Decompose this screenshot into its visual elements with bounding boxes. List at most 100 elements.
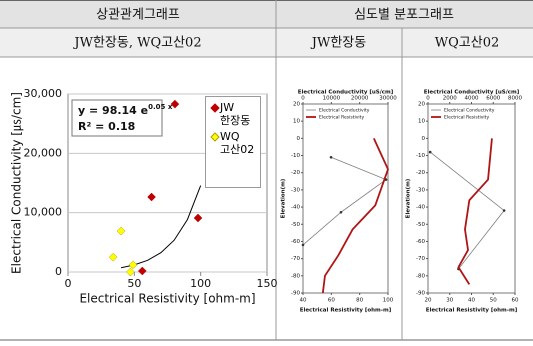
y-tick-label: -60 [291, 239, 300, 245]
y-tick-label: -70 [416, 256, 425, 262]
bottom-axis-label: Electrical Resistivity [ohm-m] [426, 308, 518, 314]
legend-marker [210, 103, 220, 113]
top-axis-label: Electrical Conductivity [uS/cm] [424, 90, 520, 96]
point [116, 226, 126, 236]
y-tick-label: -70 [291, 256, 300, 262]
legend-marker [210, 132, 220, 142]
x2-tick-label: 20000 [351, 96, 369, 102]
legend-item: JW 한장동 [210, 101, 258, 127]
x2-tick-label: 4000 [465, 96, 479, 102]
y-axis-label: Elevation(m) [406, 178, 412, 218]
top-axis-label: Electrical Conductivity [uS/cm] [298, 90, 394, 96]
point [147, 192, 156, 202]
header: 상관관계그래프 [96, 8, 180, 23]
x2-tick-label: 10000 [323, 96, 341, 102]
bottom-axis-label: Electrical Resistivity [ohm-m] [300, 308, 392, 314]
x2-tick-label: 2000 [443, 96, 457, 102]
x-tick-label: 60 [328, 298, 335, 304]
y-tick-label: 0 [55, 265, 62, 278]
legend-label: Electrical Conductivity [319, 108, 370, 114]
equation-box [71, 99, 163, 137]
legend-label: Electrical Resistivity [444, 115, 489, 121]
x-axis-label: Electrical Resistivity [ohm-m] [79, 292, 255, 306]
x-tick-label: 40 [468, 298, 475, 304]
x-tick-label: 20 [425, 298, 432, 304]
equation-exponent: 0.05 x [148, 103, 173, 111]
y-tick-label: -30 [416, 187, 425, 193]
x2-tick-label: 8000 [508, 96, 522, 102]
y-tick-label: -10 [416, 153, 425, 159]
x2-tick-label: 0 [301, 96, 305, 102]
legend-label: Electrical Resistivity [319, 115, 364, 121]
x-tick-label: 80 [356, 298, 363, 304]
point [108, 252, 118, 262]
point [301, 243, 305, 247]
x2-tick-label: 6000 [486, 96, 500, 102]
y-tick-label: -50 [291, 222, 300, 228]
point [502, 209, 506, 212]
point [193, 213, 203, 223]
y-tick-label: 10 [293, 119, 300, 125]
y-tick-label: -30 [291, 187, 300, 193]
y-tick-label: 0 [422, 136, 426, 142]
x-tick-label: 150 [257, 277, 278, 290]
legend-item: WQ 고산02 [210, 130, 258, 156]
y-tick-label: 20 [418, 102, 425, 108]
y-tick-label: -40 [291, 205, 300, 211]
y-tick-label: 10 [418, 119, 425, 125]
y-axis-label: Elevation(m) [281, 178, 287, 218]
point [137, 266, 147, 276]
profile-line [302, 156, 387, 246]
x-tick-label: 60 [512, 298, 519, 304]
y-tick-label: 20 [293, 102, 300, 108]
y-tick-label: 0 [297, 136, 301, 142]
profile-line [321, 137, 389, 294]
y-tick-label: -10 [291, 153, 300, 159]
legend-marker-shape [210, 103, 220, 113]
r-squared: R² = 0.18 [78, 120, 135, 133]
x-tick-label: 50 [490, 298, 497, 304]
y-tick-label: -50 [416, 222, 425, 228]
equation-base: y = 98.14 e [78, 104, 148, 117]
legend-marker-shape [210, 132, 220, 142]
point [428, 150, 432, 154]
y-tick-label: -60 [416, 239, 425, 245]
subheader-bg [0, 28, 533, 57]
point [125, 267, 135, 277]
legend-label: Electrical Conductivity [444, 108, 495, 114]
x-tick-label: 100 [190, 277, 211, 290]
point [339, 210, 343, 214]
y-axis-label: Electrical Conductivity [㎲/cm] [10, 92, 24, 274]
subheader: WQ고산02 [435, 36, 499, 51]
y-tick-label: -20 [416, 170, 425, 176]
y-tick-label: -90 [416, 291, 425, 297]
point [329, 155, 333, 159]
y-tick-label: -20 [291, 170, 300, 176]
y-tick-label: -90 [291, 291, 300, 297]
x-tick-label: 100 [383, 298, 394, 304]
x-tick-label: 50 [127, 277, 141, 290]
y-tick-label: 20,000 [24, 146, 63, 159]
y-tick-label: -80 [416, 273, 425, 279]
y-tick-label: -40 [416, 205, 425, 211]
legend: JW 한장동 WQ 고산02 [205, 96, 261, 188]
subheader: JW한장동, WQ고산02 [72, 36, 201, 51]
header: 심도별 분포그래프 [354, 8, 454, 23]
plot-area [302, 103, 389, 294]
x-tick-label: 40 [300, 298, 307, 304]
y-tick-label: 10,000 [24, 206, 63, 219]
x-tick-label: 0 [65, 277, 72, 290]
equation: y = 98.14 e0.05 x [78, 103, 173, 117]
point [170, 99, 180, 109]
x2-tick-label: 0 [426, 96, 430, 102]
x2-tick-label: 30000 [379, 96, 397, 102]
y-tick-label: -80 [291, 273, 300, 279]
legend-label: JW 한장동 [220, 101, 251, 127]
subheader: JW한장동 [310, 36, 366, 51]
x-tick-label: 30 [446, 298, 453, 304]
legend-label: WQ 고산02 [220, 130, 255, 156]
y-tick-label: 30,000 [24, 87, 63, 100]
point [128, 260, 138, 270]
